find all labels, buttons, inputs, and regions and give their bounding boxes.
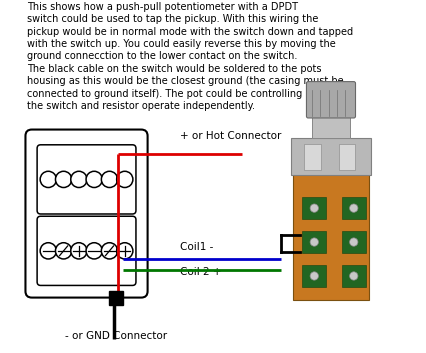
Bar [341,265,365,287]
Bar [341,197,365,219]
Circle shape [101,171,117,187]
Circle shape [55,243,72,259]
Circle shape [309,238,318,246]
Bar [311,116,349,138]
Circle shape [55,171,72,187]
Circle shape [40,243,56,259]
Circle shape [86,243,102,259]
Bar [292,173,368,300]
Bar [338,144,354,170]
Circle shape [349,238,357,246]
Text: Coil 2 +: Coil 2 + [180,267,221,277]
Bar [304,144,320,170]
Text: + or Hot Connector: + or Hot Connector [180,131,281,141]
Circle shape [349,272,357,280]
Bar [291,138,370,175]
Circle shape [40,171,56,187]
Circle shape [309,272,318,280]
Text: Coil1 -: Coil1 - [180,243,213,252]
Circle shape [116,171,132,187]
Bar [302,197,325,219]
FancyBboxPatch shape [306,82,355,118]
Bar [341,231,365,253]
Bar [302,265,325,287]
Circle shape [309,204,318,212]
FancyBboxPatch shape [26,130,147,298]
Text: - or GND Connector: - or GND Connector [65,331,167,341]
Bar [302,231,325,253]
Circle shape [101,243,117,259]
Circle shape [71,171,87,187]
Text: This shows how a push-pull potentiometer with a DPDT
switch could be used to tap: This shows how a push-pull potentiometer… [27,2,353,111]
Bar [109,291,123,305]
Circle shape [86,171,102,187]
FancyBboxPatch shape [37,216,135,286]
Circle shape [71,243,87,259]
Circle shape [116,243,132,259]
Circle shape [349,204,357,212]
FancyBboxPatch shape [37,145,135,214]
